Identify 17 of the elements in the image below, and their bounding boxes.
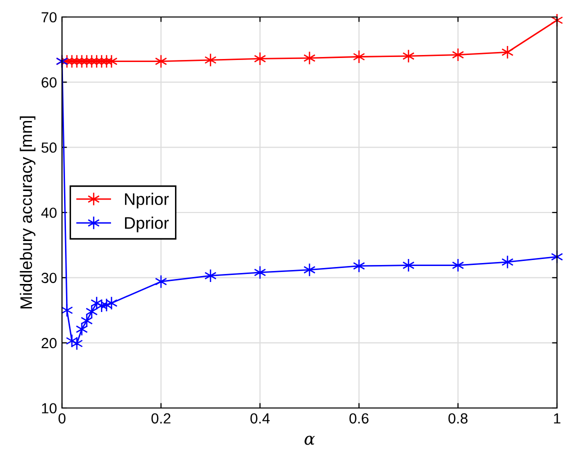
x-tick-label: 0.4: [250, 413, 270, 424]
y-tick-label: 70: [42, 12, 57, 22]
x-axis-title: α: [304, 436, 315, 445]
y-tick-label: 40: [41, 208, 57, 218]
y-tick-label: 30: [41, 272, 57, 284]
x-tick-label: 0.2: [151, 413, 170, 424]
y-tick-label: 50: [42, 142, 57, 153]
legend-label: Nprior: [125, 192, 169, 208]
x-tick-label: 0.8: [448, 413, 468, 424]
x-tick-label: 0: [58, 413, 66, 424]
y-tick-label: 60: [42, 77, 57, 88]
legend-label: Dprior: [125, 216, 169, 232]
x-tick-label: 1: [554, 413, 560, 424]
x-tick-label: 0.6: [349, 413, 368, 424]
y-tick-label: 10: [42, 403, 57, 414]
y-axis-title: Middlebury accuracy [mm]: [20, 116, 36, 308]
y-tick-label: 20: [42, 338, 57, 348]
